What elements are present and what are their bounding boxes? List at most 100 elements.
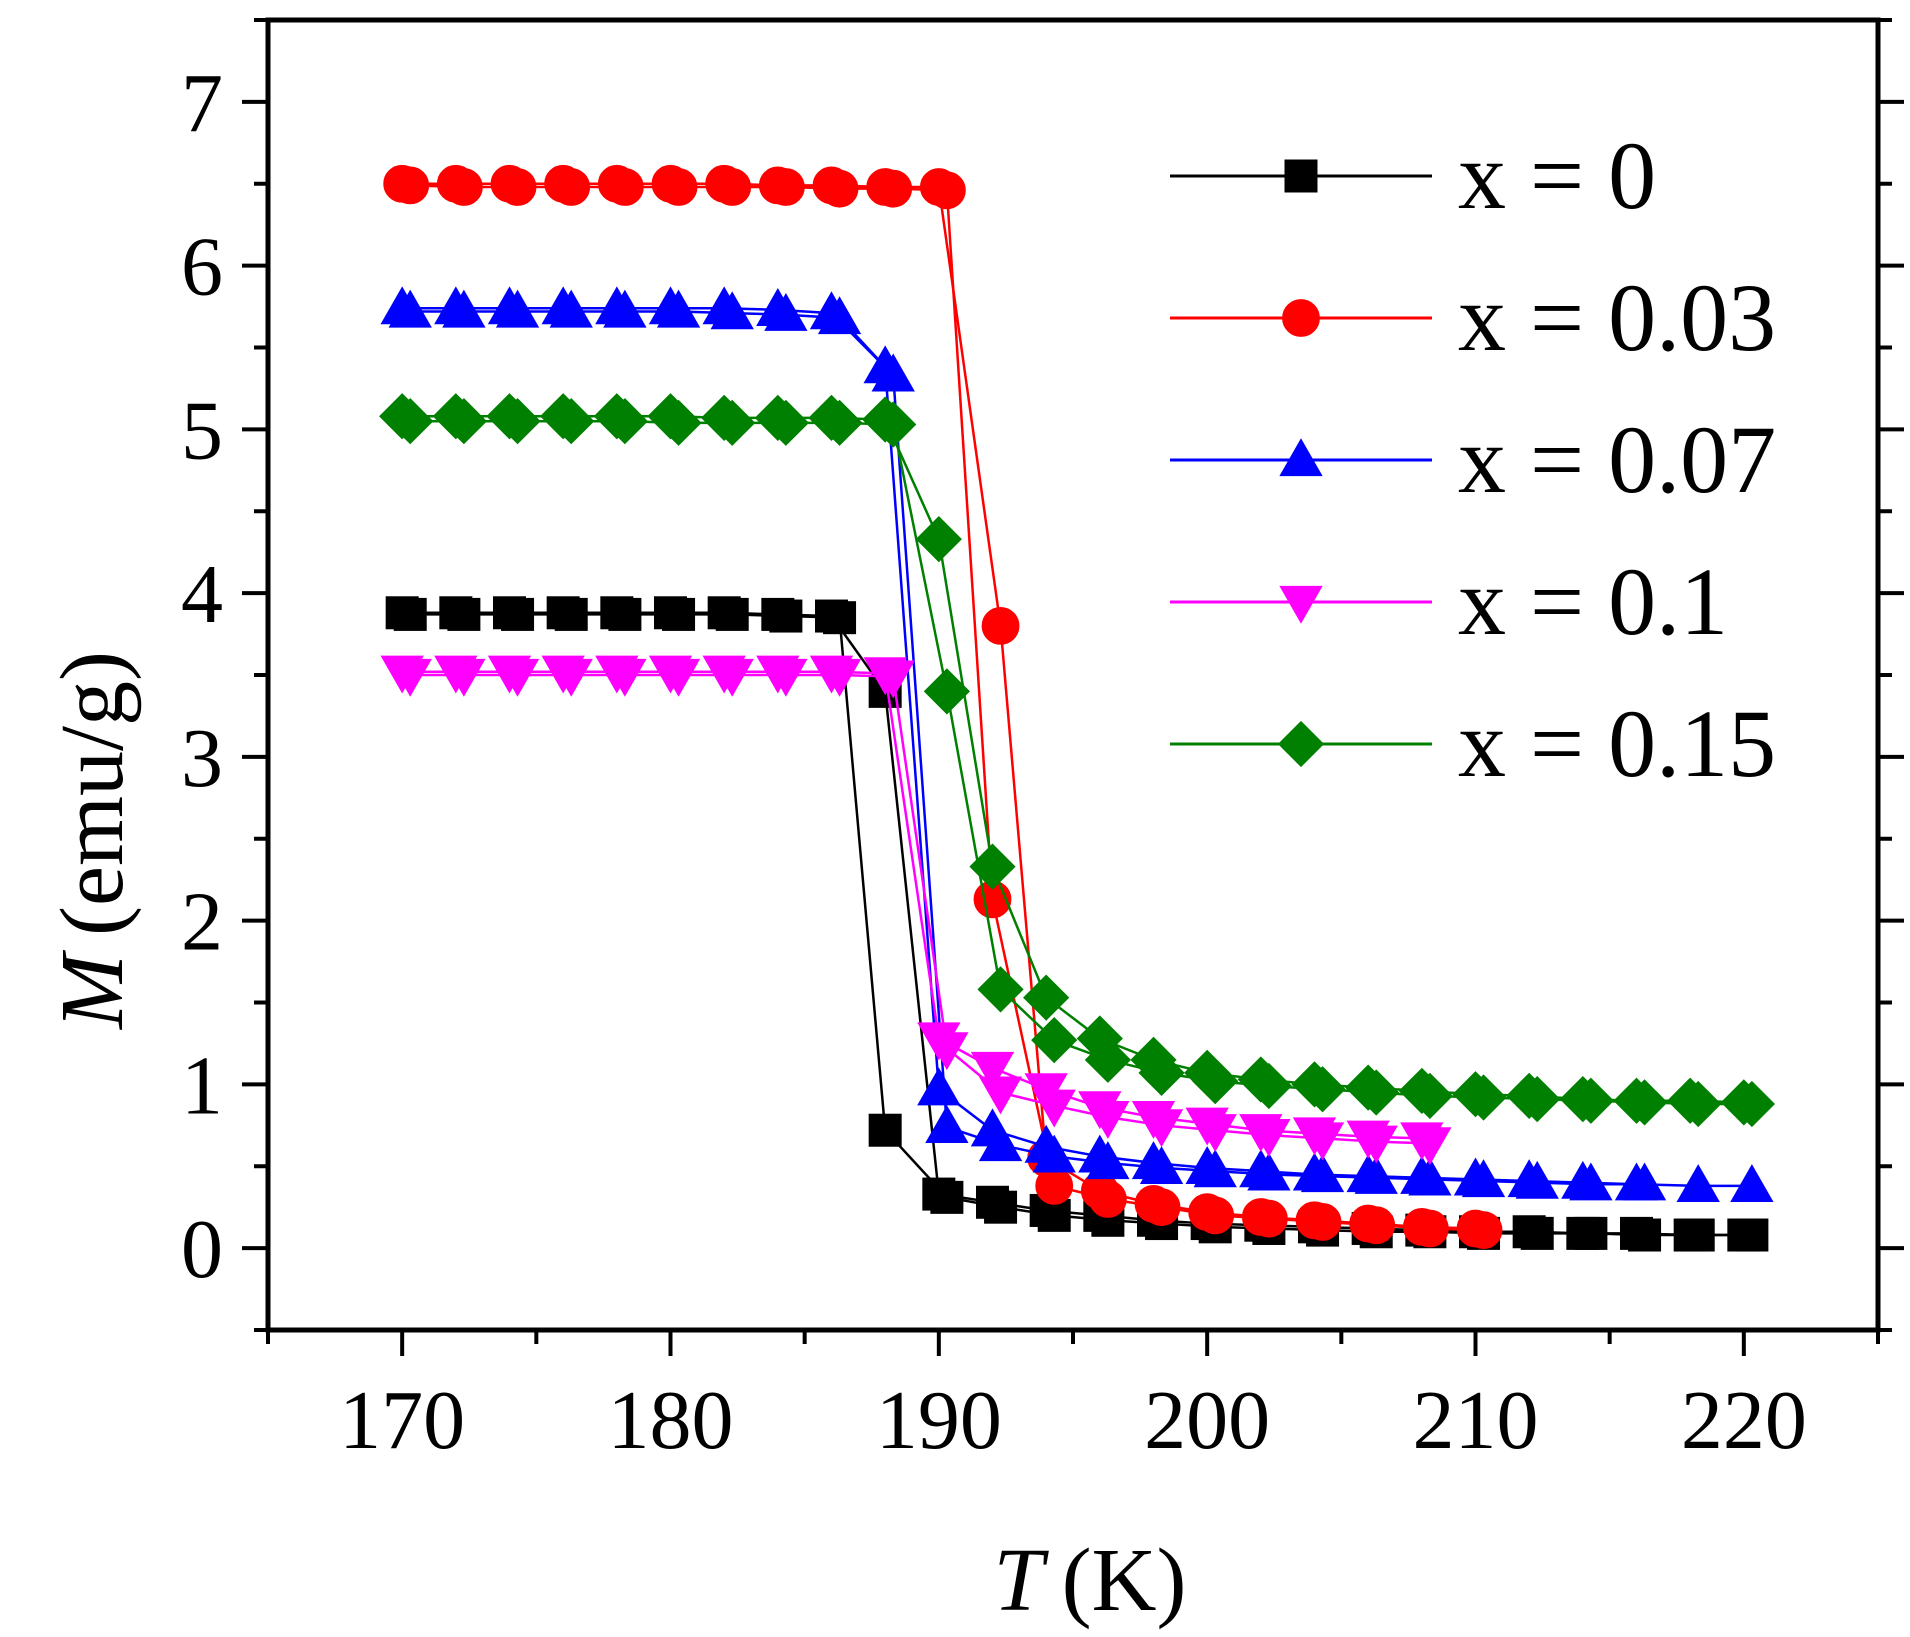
data-point [442, 658, 486, 697]
data-point [1031, 1017, 1078, 1064]
data-point [498, 168, 537, 206]
data-point [656, 289, 701, 328]
data-point [1088, 1180, 1127, 1218]
data-point [548, 398, 595, 445]
data-point [1569, 1162, 1613, 1201]
data-point [868, 1113, 902, 1147]
data-point [1406, 1072, 1453, 1119]
data-point [871, 353, 915, 392]
data-point [1621, 1079, 1668, 1126]
data-point [440, 398, 487, 445]
data-point [1460, 1074, 1507, 1121]
data-point [655, 399, 702, 446]
data-point [1142, 1188, 1181, 1227]
x-tick-label: 180 [608, 1374, 734, 1467]
data-point [442, 289, 486, 328]
y-tick-label: 4 [181, 548, 223, 641]
y-tick-label: 6 [181, 221, 223, 314]
data-point [981, 606, 1020, 645]
legend-label: x = 0 [1458, 122, 1656, 229]
data-point [447, 597, 481, 631]
data-point [1196, 1196, 1235, 1235]
data-point [1032, 1089, 1076, 1128]
data-point [1622, 1162, 1667, 1201]
data-point [977, 966, 1024, 1013]
data-point [388, 658, 432, 697]
data-point [393, 597, 427, 631]
data-point [1139, 1109, 1184, 1148]
data-point [549, 658, 593, 697]
data-point [930, 1180, 964, 1214]
data-point [709, 399, 756, 446]
data-point [1245, 1062, 1292, 1110]
data-point [1247, 1152, 1291, 1191]
x-axis-symbol: T [994, 1531, 1050, 1630]
legend-marker [1277, 720, 1325, 768]
y-axis-unit: (emu/g) [43, 651, 142, 936]
series-x-0-07 [380, 286, 1774, 1202]
data-point [1574, 1216, 1608, 1250]
data-point [1357, 1206, 1396, 1245]
data-point [1192, 1057, 1239, 1105]
data-point [391, 166, 430, 205]
x-tick-label: 200 [1144, 1374, 1270, 1467]
data-point [710, 658, 754, 697]
y-tick-label: 3 [181, 712, 223, 805]
data-point [1139, 1146, 1184, 1184]
data-point [870, 401, 917, 448]
data-point [978, 1123, 1023, 1162]
x-tick-label: 210 [1413, 1374, 1539, 1467]
x-tick-label: 220 [1681, 1374, 1807, 1467]
data-point [1681, 1218, 1715, 1252]
legend-item: x = 0 [1170, 122, 1656, 229]
data-point [605, 168, 644, 206]
legend-label: x = 0.1 [1458, 548, 1728, 655]
data-point [762, 399, 809, 446]
data-point [816, 399, 863, 446]
legend-marker [1284, 159, 1318, 193]
legend-marker [1282, 299, 1320, 337]
y-tick-label: 1 [181, 1039, 223, 1132]
data-point [601, 398, 648, 445]
data-point [495, 658, 540, 697]
legend-label: x = 0.03 [1458, 264, 1776, 371]
data-point [1354, 1125, 1398, 1164]
data-point [662, 597, 696, 631]
data-point [823, 601, 857, 635]
y-axis-symbol: M [43, 949, 142, 1031]
data-point [984, 1190, 1018, 1224]
data-point [1086, 1101, 1130, 1139]
data-point [1353, 1069, 1400, 1116]
legend-marker [1279, 438, 1323, 477]
data-point [552, 168, 591, 206]
data-point [388, 289, 432, 328]
y-tick-label: 7 [181, 57, 223, 150]
data-point [659, 168, 698, 206]
data-point [1249, 1199, 1288, 1238]
data-point [554, 597, 588, 631]
data-point [1032, 1134, 1076, 1173]
data-point [1514, 1076, 1561, 1123]
data-point [817, 658, 862, 697]
data-point [1300, 1122, 1345, 1161]
data-point [1354, 1155, 1398, 1194]
data-point [1086, 1141, 1130, 1180]
data-point [1567, 1077, 1614, 1124]
series-x-0-15 [379, 393, 1775, 1128]
data-point [494, 398, 541, 445]
data-point [1299, 1066, 1346, 1113]
y-tick-label: 5 [181, 384, 223, 477]
x-axis-title: T (K) [994, 1531, 1187, 1630]
data-point [764, 292, 808, 331]
data-point [970, 1051, 1015, 1090]
data-point [874, 169, 913, 208]
data-point [608, 597, 642, 631]
data-point [603, 658, 647, 697]
y-axis-title: M (emu/g) [43, 651, 142, 1031]
data-point [766, 168, 805, 206]
legend: x = 0 x = 0.03 x = 0.07 x = 0.1 x = 0.15 [1170, 122, 1776, 797]
legend-item: x = 0.1 [1170, 548, 1728, 655]
data-point [444, 168, 483, 206]
data-point [927, 171, 966, 210]
